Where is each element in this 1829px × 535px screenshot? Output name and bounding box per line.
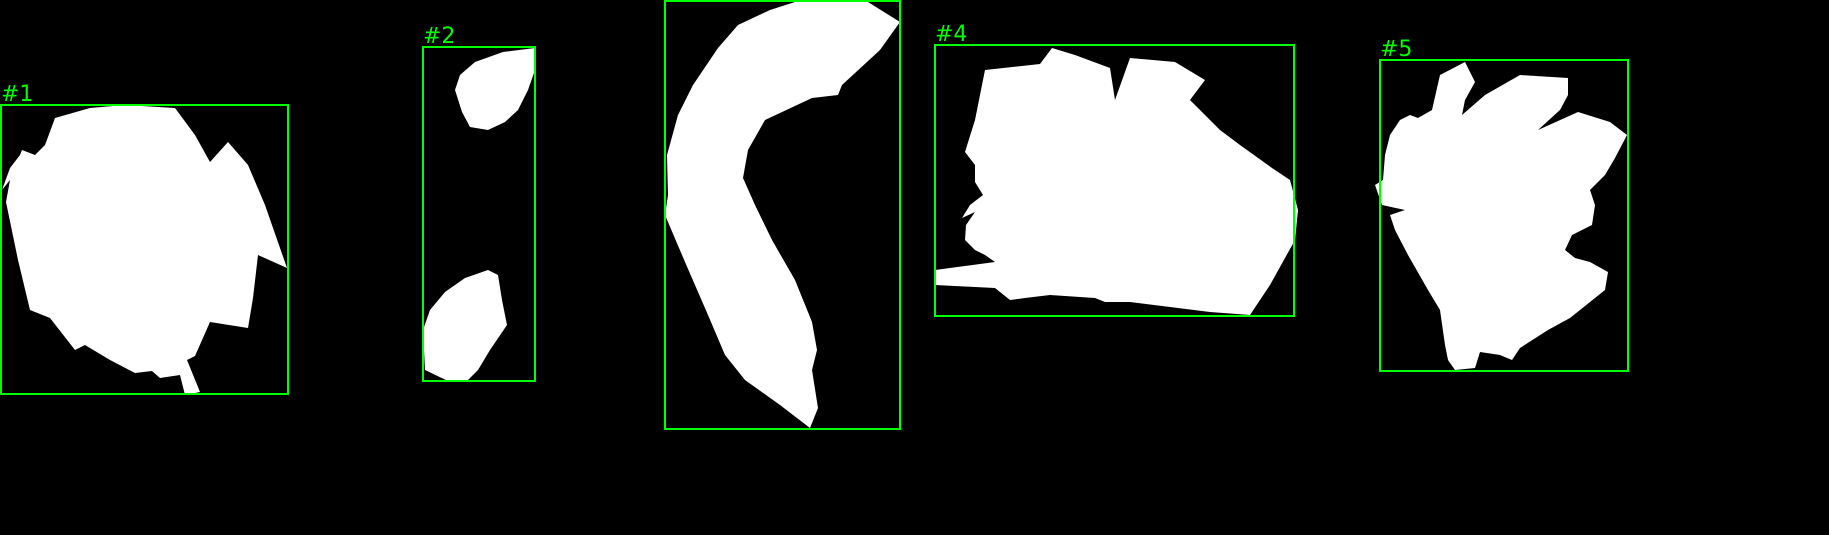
region-5-label: #5 xyxy=(1380,37,1412,62)
region-5: #5 xyxy=(1375,37,1629,372)
region-2-mask-bottom xyxy=(423,270,507,382)
region-2-mask-top xyxy=(455,48,535,130)
region-5-box xyxy=(1379,59,1629,372)
region-1: #1 xyxy=(0,82,289,395)
region-3-mask xyxy=(665,2,900,428)
region-2-label: #2 xyxy=(423,24,455,49)
region-1-box xyxy=(0,104,289,395)
region-1-mask xyxy=(2,105,287,395)
region-2-box xyxy=(422,46,536,382)
region-3 xyxy=(664,0,901,430)
region-2: #2 xyxy=(422,24,536,382)
region-1-label: #1 xyxy=(1,82,33,107)
region-3-box xyxy=(664,0,901,430)
region-4: #4 xyxy=(934,22,1298,317)
region-5-mask xyxy=(1375,62,1627,370)
region-4-label: #4 xyxy=(935,22,967,47)
region-4-mask xyxy=(935,48,1298,315)
region-4-box xyxy=(934,44,1295,317)
